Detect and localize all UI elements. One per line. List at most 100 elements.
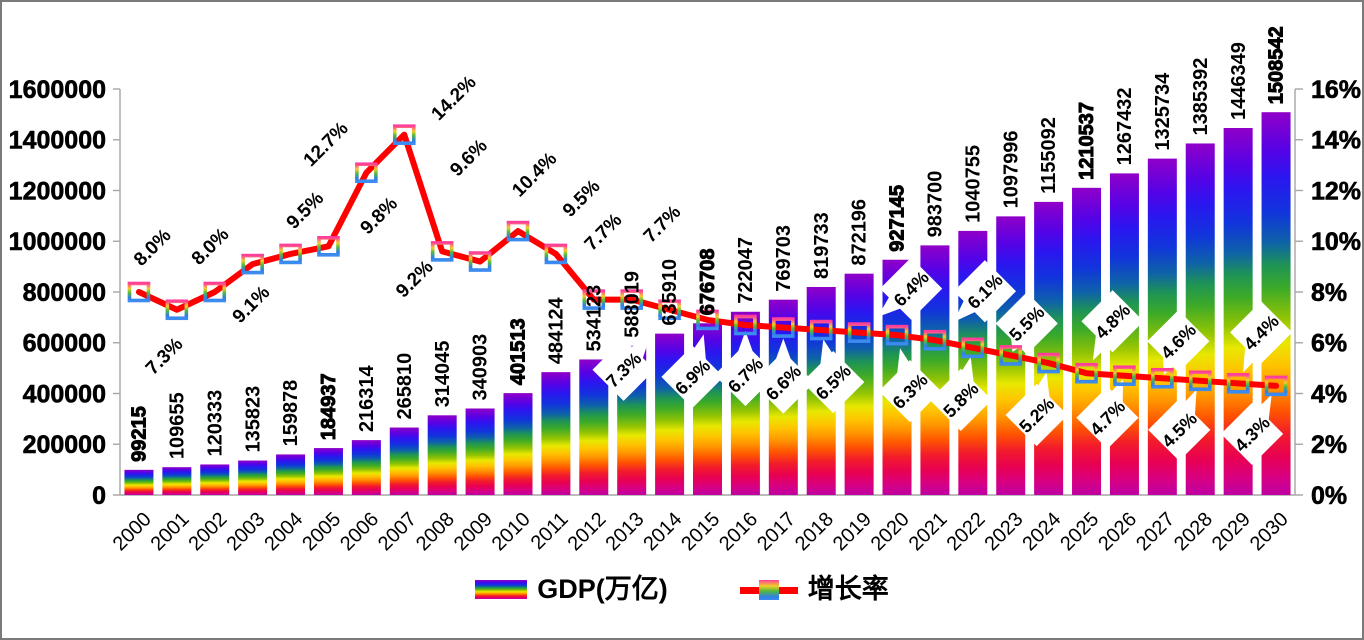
bar-2011	[541, 372, 571, 495]
marker-2025	[1075, 362, 1098, 384]
growth-marker-swatch	[758, 579, 779, 600]
right-axis-label: 14%	[1311, 127, 1361, 155]
marker-2015	[696, 309, 719, 331]
bar-label-2003: 135823	[242, 386, 264, 453]
bar-2014	[655, 333, 685, 495]
marker-2027	[1151, 367, 1174, 389]
x-label-2012: 2012	[564, 508, 611, 555]
x-label-2015: 2015	[677, 508, 724, 555]
marker-2013	[620, 289, 643, 310]
growth-callout-2022	[929, 368, 992, 431]
bar-label-2004: 159878	[280, 380, 302, 447]
growth-callout-2014	[592, 338, 655, 401]
growth-label-2003: 9.1%	[229, 282, 275, 328]
bar-label-2008: 314045	[432, 341, 454, 408]
marker-2028	[1188, 370, 1212, 392]
bar-2010	[503, 393, 533, 495]
growth-label-2013: 7.7%	[640, 202, 686, 248]
right-axis-label: 12%	[1311, 177, 1361, 205]
right-axis-label: 8%	[1311, 279, 1347, 307]
bar-2024	[1034, 201, 1064, 496]
growth-label-2010: 10.4%	[508, 148, 561, 201]
x-label-2010: 2010	[488, 508, 535, 555]
bar-label-2005: 184937	[318, 373, 340, 440]
bar-2002	[200, 464, 230, 495]
growth-line	[135, 131, 1280, 389]
bar-label-2007: 265810	[394, 353, 416, 420]
bar-label-2018: 819733	[811, 212, 833, 279]
growth-markers	[127, 124, 1288, 397]
marker-2011	[544, 243, 568, 265]
marker-2026	[1113, 365, 1136, 387]
chart-plot-area: 0 200000 400000 600000 800000 1000000 1200000 1…	[8, 26, 1361, 555]
x-label-2019: 2019	[829, 508, 876, 555]
x-label-2009: 2009	[450, 508, 497, 555]
bar-2005	[313, 448, 343, 495]
x-label-2000: 2000	[109, 508, 156, 555]
bar-2009	[465, 408, 495, 495]
bar-label-2024: 1155092	[1038, 117, 1060, 194]
gdp-rainbow-swatch	[475, 580, 528, 599]
x-label-2017: 2017	[753, 508, 800, 555]
bar-label-2020: 927145	[887, 185, 909, 252]
marker-2016	[734, 314, 757, 336]
x-label-2011: 2011	[527, 508, 573, 554]
bar-label-2013: 588019	[621, 271, 643, 338]
bar-label-2011: 484124	[545, 297, 567, 365]
bar-label-2026: 1267432	[1114, 88, 1136, 166]
x-label-2026: 2026	[1094, 508, 1141, 555]
bar-label-2000: 99215	[129, 406, 151, 462]
x-label-2008: 2008	[412, 508, 459, 555]
marker-2018	[809, 319, 833, 341]
x-label-2021: 2021	[905, 508, 952, 555]
marker-2020	[885, 324, 909, 346]
bar-2012	[579, 359, 609, 495]
x-label-2028: 2028	[1170, 508, 1217, 555]
growth-label-2001: 7.3%	[142, 334, 188, 380]
growth-callout-2020	[878, 360, 942, 423]
x-label-2025: 2025	[1056, 508, 1103, 555]
left-axis-label: 1200000	[9, 177, 106, 205]
growth-callout-pointer	[953, 295, 981, 323]
x-label-2013: 2013	[601, 508, 648, 555]
x-label-2003: 2003	[222, 508, 269, 555]
bar-label-2012: 534123	[583, 285, 605, 352]
growth-label-2009: 9.2%	[392, 257, 438, 303]
x-label-2004: 2004	[260, 508, 307, 555]
marker-2012	[582, 289, 606, 310]
marker-2005	[317, 236, 340, 257]
growth-callout-2019	[880, 257, 943, 320]
marker-2007	[392, 124, 416, 145]
right-axis-label: 0%	[1311, 482, 1347, 510]
left-axis-label: 800000	[23, 279, 106, 307]
x-label-2001: 2001	[147, 508, 194, 555]
x-label-2006: 2006	[336, 508, 383, 555]
x-axis-labels: 2000200120022003200420052006200720082009…	[109, 508, 1293, 555]
growth-label-2012: 7.7%	[581, 210, 627, 256]
right-axis-label: 10%	[1311, 228, 1361, 256]
x-label-2022: 2022	[943, 508, 990, 555]
bar-label-2029: 1446349	[1228, 42, 1250, 120]
growth-callout-2021	[953, 260, 1017, 323]
growth-label-2008: 9.6%	[446, 135, 492, 181]
bar-label-2002: 120333	[204, 390, 226, 457]
bar-label-2028: 1385392	[1190, 58, 1212, 136]
marker-2014	[658, 299, 681, 321]
bar-value-labels: 99215 109655 120333 135823 159878 184937 21631…	[128, 26, 1288, 462]
bar-label-2023: 1097996	[1000, 131, 1022, 209]
marker-2001	[165, 299, 189, 321]
legend-item-gdp: GDP(万亿)	[475, 576, 668, 603]
chart-legend: GDP(万亿) 增长率	[2, 576, 1362, 603]
x-label-2024: 2024	[1018, 508, 1065, 555]
marker-2009	[468, 251, 492, 272]
growth-callout-pointer	[625, 334, 651, 364]
growth-label-2006: 12.7%	[300, 118, 353, 171]
marker-2019	[847, 322, 871, 343]
x-label-2007: 2007	[374, 508, 421, 555]
bar-label-2015: 676708	[697, 249, 719, 316]
bar-label-2025: 1210537	[1076, 102, 1098, 180]
x-label-2020: 2020	[867, 508, 914, 555]
bar-label-2006: 216314	[356, 364, 378, 432]
x-label-2030: 2030	[1246, 508, 1293, 555]
